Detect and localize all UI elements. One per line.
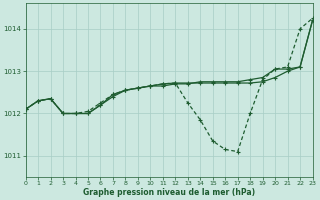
X-axis label: Graphe pression niveau de la mer (hPa): Graphe pression niveau de la mer (hPa)	[83, 188, 255, 197]
